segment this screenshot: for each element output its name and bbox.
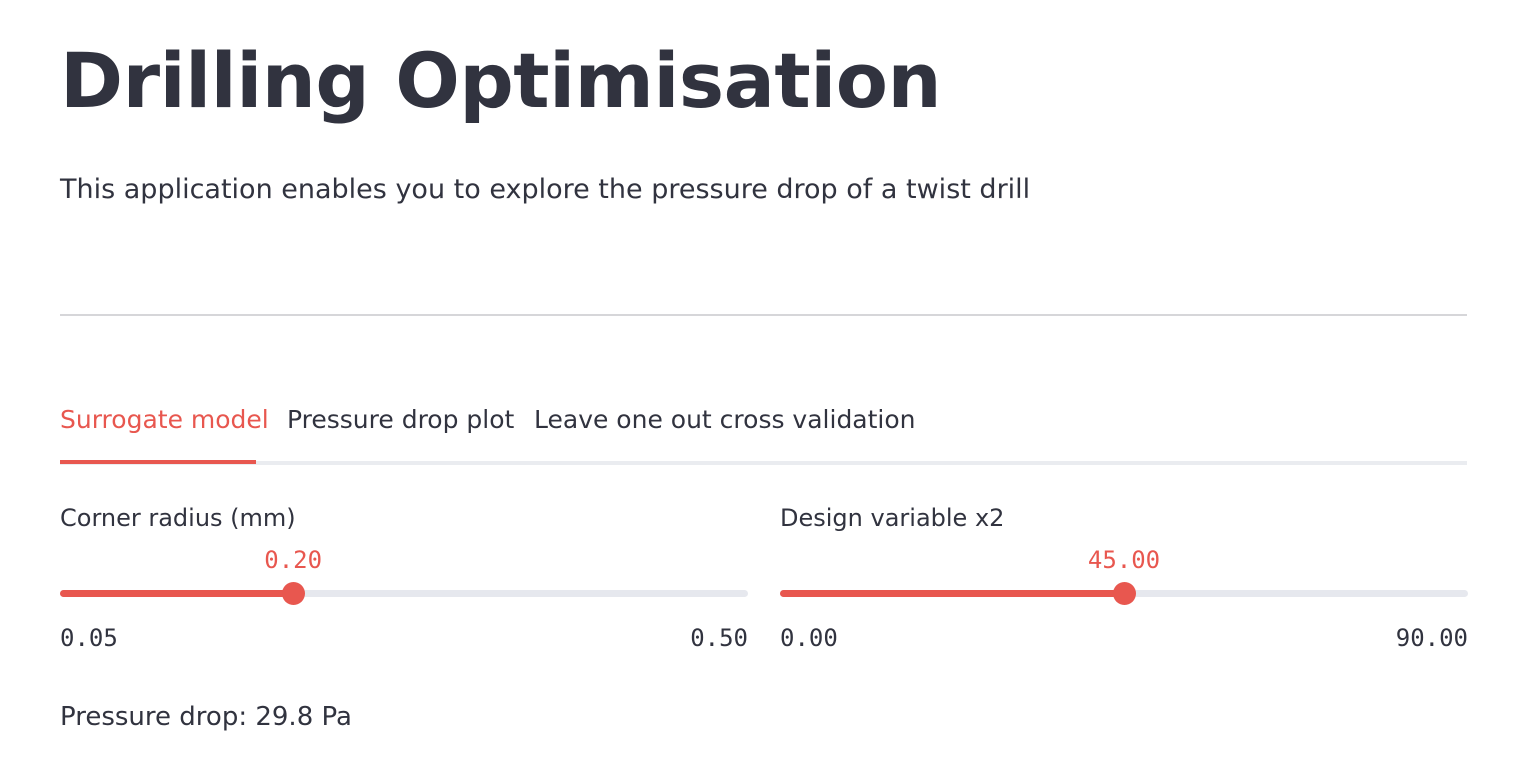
corner-radius-min: 0.05 — [60, 624, 118, 652]
tab-surrogate-model[interactable]: Surrogate model — [60, 405, 269, 434]
corner-radius-value: 0.20 — [264, 546, 323, 574]
corner-radius-slider-group: Corner radius (mm) 0.20 0.05 0.50 — [60, 504, 748, 664]
design-variable-x2-min: 0.00 — [780, 624, 838, 652]
tab-leave-one-out-cross-validation[interactable]: Leave one out cross validation — [534, 405, 916, 434]
horizontal-divider — [60, 314, 1467, 316]
active-tab-indicator — [60, 460, 256, 464]
corner-radius-max: 0.50 — [690, 624, 748, 652]
corner-radius-slider-track[interactable] — [60, 590, 748, 597]
design-variable-x2-max: 90.00 — [1395, 624, 1468, 652]
design-variable-x2-slider-thumb[interactable] — [1112, 582, 1136, 605]
page-description: This application enables you to explore … — [60, 174, 1031, 205]
corner-radius-slider-fill — [60, 590, 294, 597]
tab-pressure-drop-plot[interactable]: Pressure drop plot — [287, 405, 515, 434]
corner-radius-slider-thumb[interactable] — [281, 582, 305, 605]
design-variable-x2-label: Design variable x2 — [780, 504, 1005, 532]
page-title: Drilling Optimisation — [60, 36, 942, 125]
design-variable-x2-slider-fill — [780, 590, 1124, 597]
tab-track — [60, 461, 1467, 465]
design-variable-x2-slider-group: Design variable x2 45.00 0.00 90.00 — [780, 504, 1468, 664]
pressure-drop-result: Pressure drop: 29.8 Pa — [60, 702, 352, 732]
corner-radius-label: Corner radius (mm) — [60, 504, 296, 532]
tab-bar: Surrogate model Pressure drop plot Leave… — [60, 396, 1467, 465]
design-variable-x2-value: 45.00 — [1087, 546, 1161, 574]
